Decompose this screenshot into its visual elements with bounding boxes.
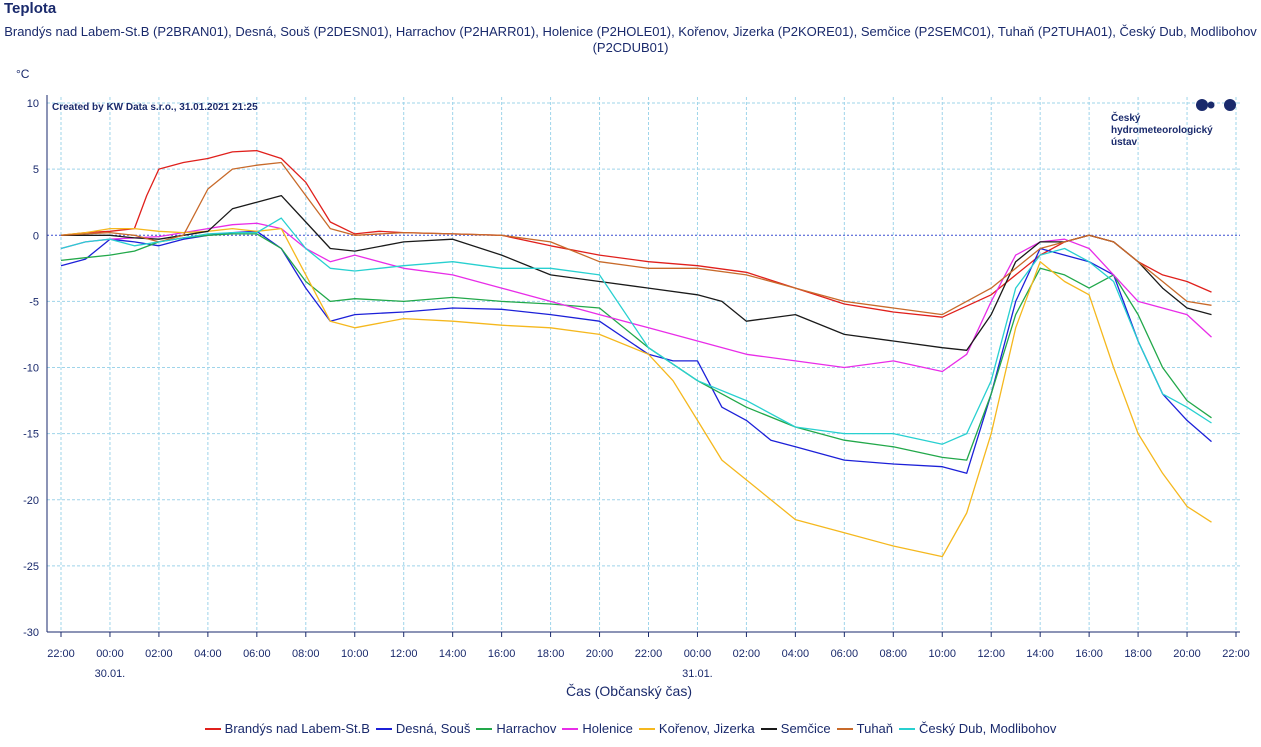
chmu-logo-icon <box>1196 99 1236 111</box>
x-date-label: 30.01. <box>95 668 126 680</box>
legend-label: Tuhaň <box>856 721 894 736</box>
x-tick-label: 20:00 <box>586 648 614 660</box>
y-tick-label: -30 <box>23 627 39 639</box>
x-tick-label: 18:00 <box>1124 648 1152 660</box>
axes: 22:00 00:00 02:00 04:00 06:00 08:00 10:00 12:00… <box>23 95 1250 680</box>
x-tick-label: 10:00 <box>928 648 956 660</box>
x-date-label: 31.01. <box>682 668 713 680</box>
legend-label: Český Dub, Modlibohov <box>919 721 1057 736</box>
legend: Brandýs nad Labem-St.B Desná, Souš Harrach… <box>0 721 1261 736</box>
x-tick-label: 04:00 <box>782 648 810 660</box>
legend-item: Brandýs nad Labem-St.B <box>204 721 370 736</box>
grid <box>47 97 1240 633</box>
legend-swatch <box>836 727 853 730</box>
series-line-1 <box>60 230 1212 474</box>
legend-label: Holenice <box>582 721 633 736</box>
y-axis-unit: °C <box>16 67 30 81</box>
y-tick-label: 0 <box>33 230 39 242</box>
chart-title: Teplota <box>4 0 57 17</box>
x-tick-label: 00:00 <box>96 648 124 660</box>
chart-subtitle: Brandýs nad Labem-St.B (P2BRAN01), Desná… <box>4 24 1257 55</box>
legend-swatch <box>375 727 392 730</box>
series-line-6 <box>60 161 1212 316</box>
x-tick-label: 08:00 <box>880 648 908 660</box>
x-axis-label: Čas (Občanský čas) <box>566 683 692 699</box>
legend-item: Kořenov, Jizerka <box>638 721 755 736</box>
x-tick-label: 18:00 <box>537 648 565 660</box>
logo-line-3: ústav <box>1111 137 1138 148</box>
legend-label: Kořenov, Jizerka <box>658 721 755 736</box>
x-tick-label: 10:00 <box>341 648 369 660</box>
series-line-4 <box>60 227 1212 558</box>
x-tick-label: 08:00 <box>292 648 320 660</box>
x-tick-label: 20:00 <box>1173 648 1201 660</box>
y-tick-label: 10 <box>27 98 39 110</box>
legend-item: Harrachov <box>476 721 556 736</box>
legend-swatch <box>476 727 493 730</box>
series-line-7 <box>60 217 1212 445</box>
x-tick-label: 16:00 <box>488 648 516 660</box>
y-tick-label: -10 <box>23 363 39 375</box>
series-line-2 <box>60 233 1212 461</box>
legend-label: Semčice <box>780 721 831 736</box>
x-tick-label: 02:00 <box>145 648 173 660</box>
y-tick-label: -20 <box>23 495 39 507</box>
logo-line-2: hydrometeorologický <box>1111 125 1213 136</box>
x-tick-label: 06:00 <box>831 648 859 660</box>
legend-swatch <box>562 727 579 730</box>
legend-item: Desná, Souš <box>375 721 471 736</box>
legend-item: Tuhaň <box>836 721 894 736</box>
logo-line-1: Český <box>1111 111 1141 124</box>
series-lines <box>60 149 1212 558</box>
x-tick-label: 22:00 <box>635 648 663 660</box>
x-tick-label: 16:00 <box>1075 648 1103 660</box>
y-tick-label: -5 <box>29 296 39 308</box>
legend-label: Desná, Souš <box>395 721 471 736</box>
legend-item: Semčice <box>760 721 831 736</box>
y-tick-label: 5 <box>33 164 39 176</box>
x-tick-label: 12:00 <box>977 648 1005 660</box>
x-tick-label: 00:00 <box>684 648 712 660</box>
legend-swatch <box>899 727 916 730</box>
x-tick-label: 14:00 <box>439 648 467 660</box>
x-tick-label: 04:00 <box>194 648 222 660</box>
legend-swatch <box>638 727 655 730</box>
legend-label: Brandýs nad Labem-St.B <box>224 721 370 736</box>
legend-swatch <box>204 727 221 730</box>
legend-label: Harrachov <box>496 721 557 736</box>
x-tick-label: 06:00 <box>243 648 271 660</box>
y-tick-label: -25 <box>23 561 39 573</box>
x-tick-label: 22:00 <box>47 648 75 660</box>
y-tick-label: -15 <box>23 429 39 441</box>
legend-item: Český Dub, Modlibohov <box>899 721 1056 736</box>
series-line-5 <box>61 194 1212 351</box>
legend-item: Holenice <box>562 721 633 736</box>
credit-text: Created by KW Data s.r.o., 31.01.2021 21… <box>52 102 258 113</box>
x-tick-label: 22:00 <box>1222 648 1250 660</box>
x-tick-label: 12:00 <box>390 648 418 660</box>
x-tick-label: 14:00 <box>1026 648 1054 660</box>
legend-swatch <box>760 727 777 730</box>
x-tick-label: 02:00 <box>733 648 761 660</box>
chmu-logo: Český hydrometeorologický ústav <box>1111 99 1236 148</box>
